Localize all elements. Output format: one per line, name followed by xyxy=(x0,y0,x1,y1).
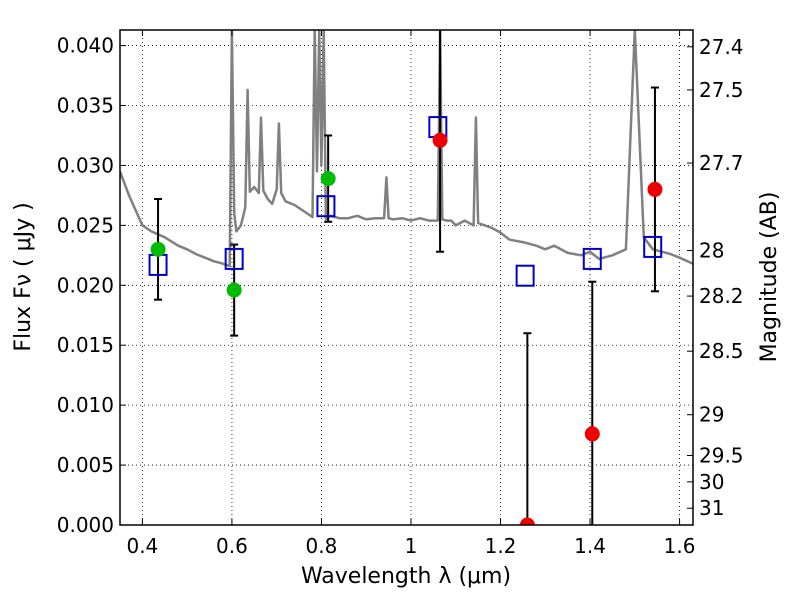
marker-layer xyxy=(148,116,663,525)
right-tick-label: 27.4 xyxy=(699,35,744,59)
right-tick-label: 28.5 xyxy=(699,339,744,363)
y-tick-label: 0.020 xyxy=(57,273,114,297)
x-tick-label: 0.8 xyxy=(306,534,338,558)
y-axis-label-left: Flux Fν ( μJy ) xyxy=(11,202,36,351)
model-spectrum-line xyxy=(120,30,693,268)
x-tick-label: 1 xyxy=(405,534,418,558)
errorbar-layer xyxy=(154,30,659,525)
y-tick-label: 0.030 xyxy=(57,153,114,177)
y-tick-label: 0.010 xyxy=(57,393,114,417)
x-tick-label: 0.4 xyxy=(126,534,158,558)
observed-weak-point xyxy=(432,132,448,148)
model-photometry-square xyxy=(582,247,602,270)
y-axis-label-right: Magnitude (AB) xyxy=(757,192,782,363)
model-photometry-square xyxy=(316,195,336,218)
y-tick-label: 0.025 xyxy=(57,213,114,237)
y-tick-label: 0.005 xyxy=(57,453,114,477)
model-photometry-square xyxy=(643,235,663,258)
right-tick-label: 30 xyxy=(699,470,724,494)
right-tick-label: 28 xyxy=(699,239,724,263)
x-tick-label: 0.6 xyxy=(216,534,248,558)
observed-detection-point xyxy=(150,241,166,257)
right-tick-label: 27.7 xyxy=(699,151,744,175)
plot-frame xyxy=(119,29,694,526)
x-tick-label: 1.2 xyxy=(485,534,517,558)
observed-detection-point xyxy=(320,171,336,187)
x-axis-label: Wavelength λ (μm) xyxy=(301,564,511,589)
right-tick-label: 29.5 xyxy=(699,443,744,467)
observed-detection-point xyxy=(226,282,242,298)
y-tick-label: 0.000 xyxy=(57,513,114,537)
right-tick-label: 31 xyxy=(699,496,724,520)
y-tick-label: 0.015 xyxy=(57,333,114,357)
y-axis-left: 0.000 0.005 0.010 0.015 0.020 0.025 0.030 0.035… xyxy=(57,34,126,537)
right-tick-label: 28.2 xyxy=(699,284,744,308)
right-tick-label: 29 xyxy=(699,403,724,427)
x-axis: 0.4 0.6 0.8 1 1.2 1.4 1.6 xyxy=(126,30,695,558)
grid xyxy=(120,30,693,526)
x-tick-label: 1.4 xyxy=(574,534,606,558)
observed-weak-point xyxy=(647,181,663,197)
observed-weak-point xyxy=(519,517,535,525)
x-tick-label: 1.6 xyxy=(664,534,696,558)
model-photometry-square xyxy=(224,247,244,270)
y-tick-label: 0.040 xyxy=(57,34,114,58)
plot-area xyxy=(120,30,693,525)
spectrum-layer xyxy=(120,30,693,268)
right-tick-label: 27.5 xyxy=(699,78,744,102)
y-tick-label: 0.035 xyxy=(57,94,114,118)
model-photometry-square xyxy=(515,264,535,287)
observed-weak-point xyxy=(584,426,600,442)
